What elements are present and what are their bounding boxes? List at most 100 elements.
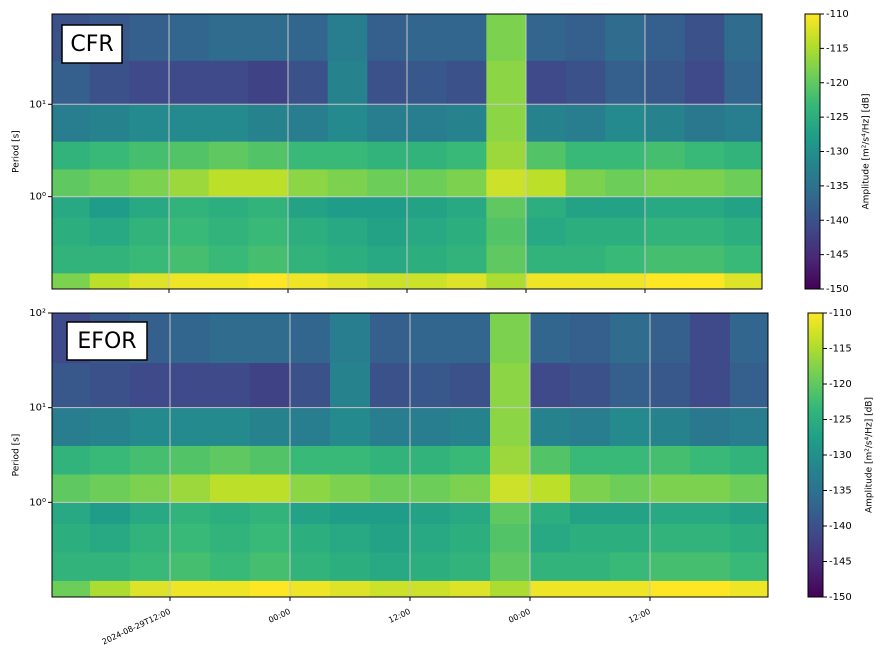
cell xyxy=(570,580,611,597)
cell xyxy=(610,473,651,503)
cell xyxy=(486,217,527,246)
cell xyxy=(248,104,289,142)
colorbar-tick-label: -125 xyxy=(829,415,852,426)
cell xyxy=(170,445,211,475)
cell xyxy=(248,244,289,274)
y-tick-label: 10⁰ xyxy=(29,192,46,203)
cell xyxy=(410,551,451,581)
cell xyxy=(690,407,731,446)
cell xyxy=(370,362,411,409)
cell xyxy=(208,14,249,61)
cell xyxy=(490,362,531,409)
cell xyxy=(570,313,611,364)
cell xyxy=(570,445,611,475)
cell xyxy=(530,473,571,503)
colorbar-tick-label: -110 xyxy=(826,9,849,20)
cell xyxy=(410,473,451,503)
cell xyxy=(208,168,249,198)
cell xyxy=(170,362,211,409)
cell xyxy=(170,473,211,503)
cell xyxy=(208,272,249,289)
cell xyxy=(290,580,331,597)
cell xyxy=(250,473,291,503)
cell xyxy=(730,407,768,446)
cell xyxy=(90,502,131,524)
cell xyxy=(486,14,527,61)
cell xyxy=(605,14,646,61)
cell xyxy=(210,362,251,409)
cell xyxy=(250,551,291,581)
cell xyxy=(446,104,487,142)
cell xyxy=(288,196,329,218)
cell xyxy=(486,104,527,142)
cell xyxy=(130,407,171,446)
cell xyxy=(730,523,768,553)
cell xyxy=(290,502,331,524)
cell xyxy=(446,196,487,218)
colorbar-tick-label: -115 xyxy=(829,344,852,355)
cell xyxy=(290,313,331,364)
cell xyxy=(288,168,329,198)
cell xyxy=(450,362,491,409)
cell xyxy=(52,445,91,475)
colorbar-tick-label: -120 xyxy=(829,379,852,390)
cell xyxy=(52,551,91,581)
cell xyxy=(450,580,491,597)
cell xyxy=(367,14,408,61)
x-tick-label: 00:00 xyxy=(507,607,532,625)
cell xyxy=(367,217,408,246)
cell xyxy=(210,502,251,524)
cell xyxy=(330,502,371,524)
cell xyxy=(724,244,762,274)
colorbar-tick-label: -140 xyxy=(826,215,849,226)
cell xyxy=(52,523,91,553)
cell xyxy=(250,523,291,553)
cell xyxy=(208,196,249,218)
cell xyxy=(407,60,448,105)
cell xyxy=(367,244,408,274)
cell xyxy=(450,313,491,364)
cell xyxy=(605,217,646,246)
cell xyxy=(90,407,131,446)
panel-label: EFOR xyxy=(77,329,136,354)
cell xyxy=(565,196,606,218)
cell xyxy=(605,60,646,105)
cell xyxy=(89,104,130,142)
cell xyxy=(650,551,691,581)
cell xyxy=(644,14,686,61)
cell xyxy=(130,473,171,503)
cell xyxy=(530,313,571,364)
label-box xyxy=(61,24,123,64)
cell xyxy=(565,217,606,246)
cell xyxy=(170,580,211,597)
y-tick-label: 10⁰ xyxy=(29,497,46,508)
cell xyxy=(52,272,91,289)
cell xyxy=(525,272,567,289)
colorbar-tick-label: -110 xyxy=(829,308,852,319)
cell xyxy=(565,244,606,274)
cell xyxy=(730,580,768,597)
cell xyxy=(330,445,371,475)
cell xyxy=(370,313,411,364)
cell xyxy=(650,407,691,446)
cell xyxy=(327,244,368,274)
cell xyxy=(530,445,571,475)
cell xyxy=(208,244,249,274)
cell xyxy=(210,551,251,581)
cell xyxy=(525,244,567,274)
colorbar-tick-label: -125 xyxy=(826,112,849,123)
cell xyxy=(446,217,487,246)
cell xyxy=(250,580,291,597)
cell xyxy=(690,523,731,553)
cell xyxy=(169,168,210,198)
cell xyxy=(407,196,448,218)
y-tick-label: 10¹ xyxy=(29,99,46,110)
cell xyxy=(130,502,171,524)
cell xyxy=(684,196,725,218)
cell xyxy=(89,196,130,218)
cell xyxy=(450,445,491,475)
cell xyxy=(490,313,531,364)
cell xyxy=(530,551,571,581)
cell xyxy=(330,473,371,503)
cell xyxy=(248,196,289,218)
